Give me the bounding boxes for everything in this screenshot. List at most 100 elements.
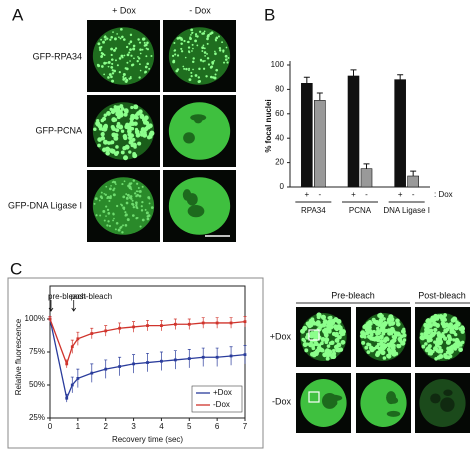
focus — [207, 33, 210, 37]
focus — [372, 329, 376, 334]
focus — [443, 352, 447, 357]
focus — [124, 77, 127, 80]
focus — [112, 212, 115, 215]
focus — [108, 73, 112, 76]
focus — [320, 341, 324, 346]
focus — [129, 40, 133, 43]
focus — [388, 322, 392, 327]
focus — [453, 325, 459, 331]
focus — [459, 326, 466, 332]
focus — [132, 205, 136, 209]
focus — [113, 187, 116, 190]
nucleus — [92, 27, 155, 85]
focus — [449, 354, 453, 358]
nucleolus — [386, 410, 401, 417]
focus — [450, 317, 456, 323]
focus — [142, 119, 148, 125]
focus — [225, 58, 228, 61]
focus — [100, 52, 104, 55]
focus — [203, 51, 207, 54]
nucleolus — [182, 189, 192, 201]
focus — [391, 335, 396, 339]
focus — [116, 204, 119, 208]
focus — [121, 231, 124, 234]
focus — [328, 324, 334, 330]
error-bar — [397, 74, 404, 80]
marker — [70, 383, 74, 387]
focus — [93, 127, 97, 132]
focus — [129, 33, 133, 37]
focus — [441, 323, 447, 329]
focus — [121, 56, 124, 59]
focus — [173, 49, 176, 52]
focus — [146, 217, 150, 221]
focus — [122, 38, 126, 41]
focus — [363, 332, 367, 336]
focus — [210, 65, 214, 68]
focus — [324, 349, 330, 355]
focus — [104, 38, 107, 41]
focus — [190, 71, 193, 74]
focus — [227, 57, 230, 59]
x-axis-label: Recovery time (sec) — [112, 435, 183, 444]
nucleus — [360, 379, 407, 427]
focus — [132, 179, 136, 182]
bar — [360, 168, 373, 188]
micrograph — [415, 307, 470, 367]
focus — [141, 48, 144, 51]
focus — [452, 343, 458, 349]
focus — [326, 325, 330, 329]
marker — [132, 325, 135, 329]
x-tick-label: 6 — [215, 422, 220, 431]
focus — [106, 197, 109, 200]
y-tick-label: 20 — [275, 158, 284, 167]
focus — [192, 68, 194, 71]
focus — [176, 54, 180, 57]
focus — [122, 195, 126, 199]
marker — [104, 367, 108, 371]
focus — [93, 202, 96, 205]
focus — [335, 348, 340, 353]
focus — [111, 126, 116, 131]
focus — [131, 63, 135, 66]
marker — [243, 320, 247, 324]
focus — [206, 37, 209, 41]
focus — [103, 139, 108, 145]
micrograph — [87, 95, 160, 167]
focus — [382, 321, 388, 326]
focus — [171, 54, 175, 57]
focus — [120, 27, 123, 31]
focus — [135, 195, 138, 198]
focus — [94, 197, 98, 201]
focus — [379, 334, 384, 340]
focus — [435, 322, 440, 328]
focus — [183, 67, 186, 70]
x-tick-label: RPA34 — [301, 206, 326, 215]
micrograph — [296, 307, 351, 367]
focus — [120, 54, 124, 58]
focus — [380, 349, 386, 356]
focus — [95, 214, 98, 217]
focus — [122, 72, 126, 76]
focus — [146, 215, 150, 218]
marker — [187, 357, 191, 360]
focus — [333, 317, 337, 321]
focus — [125, 67, 129, 71]
focus — [223, 61, 226, 64]
focus — [190, 34, 192, 36]
focus — [438, 345, 442, 350]
focus — [116, 33, 118, 35]
focus — [221, 41, 224, 44]
row-label: -Dox — [272, 396, 292, 406]
focus — [188, 69, 190, 72]
series-line — [49, 318, 246, 366]
focus — [428, 328, 433, 333]
focus — [110, 185, 112, 187]
focus — [110, 109, 115, 114]
focus — [110, 47, 114, 51]
micrograph — [415, 373, 470, 433]
focus — [145, 55, 148, 58]
annotation: : Dox — [434, 190, 453, 199]
focus — [389, 341, 394, 346]
marker — [160, 359, 163, 363]
